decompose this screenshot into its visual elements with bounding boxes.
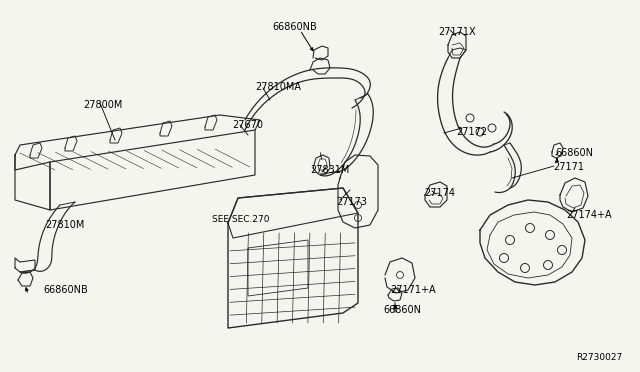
Text: 66860NB: 66860NB	[273, 22, 317, 32]
Text: SEE SEC.270: SEE SEC.270	[212, 215, 269, 224]
Text: 27800M: 27800M	[83, 100, 122, 110]
Text: 27670: 27670	[232, 120, 263, 130]
Text: 27831M: 27831M	[310, 165, 349, 175]
Text: 66860N: 66860N	[383, 305, 421, 315]
Text: 27173: 27173	[336, 197, 367, 207]
Text: 27172: 27172	[456, 127, 487, 137]
Text: R2730027: R2730027	[576, 353, 622, 362]
Text: 27171X: 27171X	[438, 27, 476, 37]
Text: 66860NB: 66860NB	[43, 285, 88, 295]
Text: 66860N: 66860N	[555, 148, 593, 158]
Text: 27174+A: 27174+A	[566, 210, 612, 220]
Text: 27171+A: 27171+A	[390, 285, 436, 295]
Text: 27174: 27174	[424, 188, 455, 198]
Text: 27171: 27171	[553, 162, 584, 172]
Text: 27810MA: 27810MA	[255, 82, 301, 92]
Text: 27810M: 27810M	[45, 220, 84, 230]
